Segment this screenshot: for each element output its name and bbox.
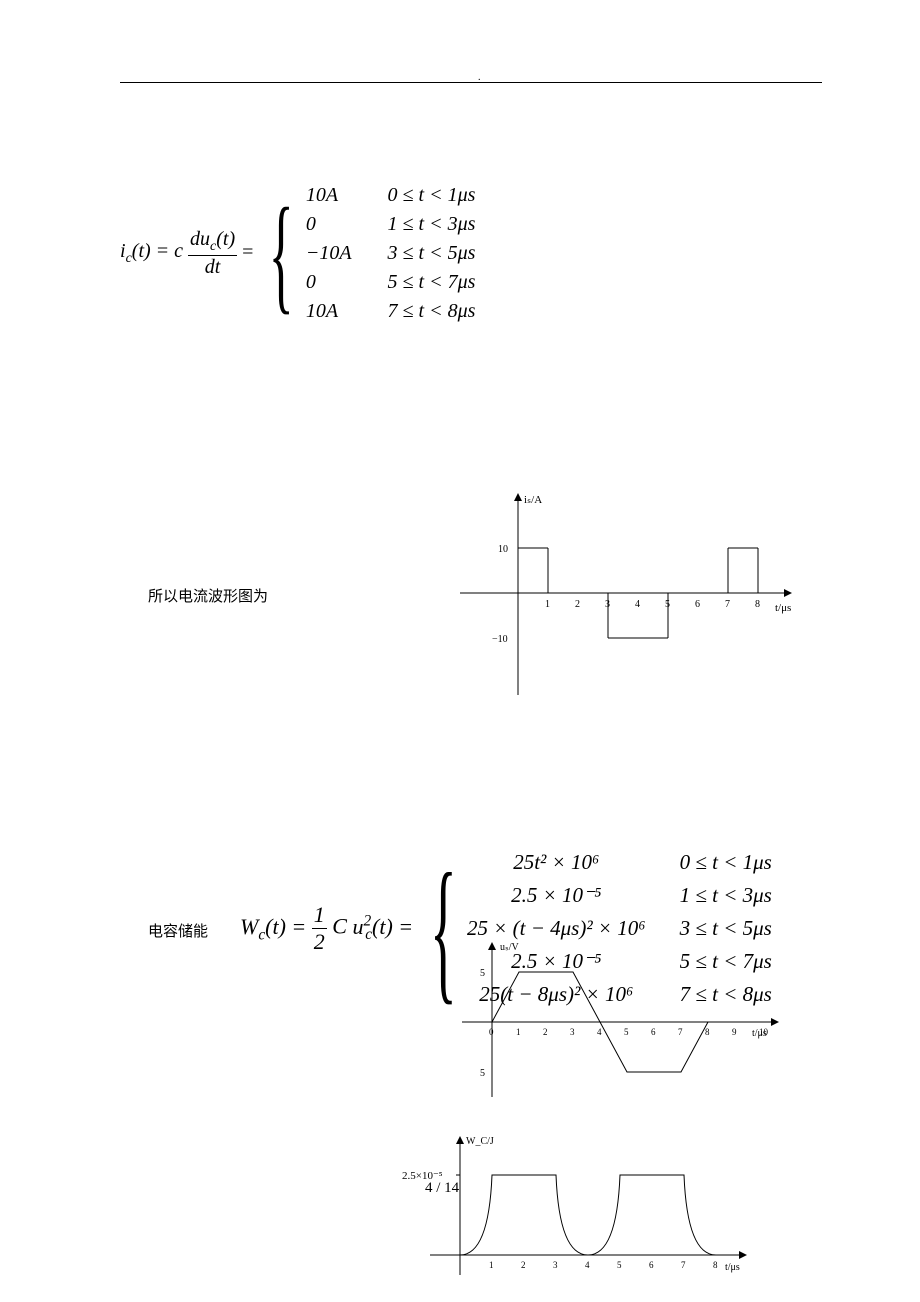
label-energy: 电容储能 — [148, 920, 208, 941]
svg-text:5: 5 — [480, 968, 485, 979]
eq2-u-arg: (t) = — [372, 914, 419, 939]
svg-text:t/μs: t/μs — [725, 1262, 740, 1273]
svg-text:6: 6 — [651, 1027, 656, 1037]
svg-text:10: 10 — [498, 544, 508, 555]
chart-voltage: uₛ/Vt/μs01234567891055 — [452, 932, 792, 1107]
page-number: 4 / 14 — [425, 1180, 459, 1197]
case-cell: 0 ≤ t < 1μs — [676, 847, 800, 878]
case-cell: 0 ≤ t < 1μs — [384, 182, 506, 209]
case-cell: 25t² × 10⁶ — [463, 847, 674, 878]
case-cell: 1 ≤ t < 3μs — [676, 880, 800, 911]
svg-text:4: 4 — [635, 599, 640, 610]
svg-text:4: 4 — [597, 1027, 602, 1037]
case-cell: 1 ≤ t < 3μs — [384, 211, 506, 238]
svg-text:8: 8 — [705, 1027, 710, 1037]
svg-text:1: 1 — [516, 1027, 521, 1037]
svg-text:t/μs: t/μs — [775, 602, 791, 614]
svg-text:4: 4 — [585, 1260, 590, 1270]
eq2-u-sub: c — [365, 926, 372, 943]
equation-current: ic(t) = c duc(t) dt = { 10A0 ≤ t < 1μs01… — [120, 180, 507, 327]
eq2-u: u — [352, 914, 363, 939]
case-cell: 3 ≤ t < 5μs — [384, 240, 506, 267]
chart-energy: W_C/Jt/μs2.5×10⁻⁵12345678 — [380, 1130, 760, 1285]
eq2-W: W — [240, 914, 258, 939]
svg-text:5: 5 — [624, 1027, 629, 1037]
eq1-cases: 10A0 ≤ t < 1μs01 ≤ t < 3μs−10A3 ≤ t < 5μ… — [300, 180, 508, 327]
svg-text:8: 8 — [713, 1260, 718, 1270]
svg-text:5: 5 — [617, 1260, 622, 1270]
svg-text:6: 6 — [695, 599, 700, 610]
svg-text:1: 1 — [545, 599, 550, 610]
svg-text:7: 7 — [681, 1260, 686, 1270]
eq2-half-den: 2 — [312, 929, 327, 955]
svg-text:5: 5 — [480, 1068, 485, 1079]
svg-text:10: 10 — [759, 1027, 769, 1037]
svg-text:uₛ/V: uₛ/V — [500, 942, 520, 953]
svg-text:2: 2 — [575, 599, 580, 610]
case-cell: −10A — [302, 240, 382, 267]
eq2-C: C — [332, 914, 352, 939]
svg-text:2: 2 — [521, 1260, 526, 1270]
case-cell: 10A — [302, 298, 382, 325]
svg-text:2: 2 — [543, 1027, 548, 1037]
case-cell: 7 ≤ t < 8μs — [384, 298, 506, 325]
eq2-half-num: 1 — [312, 902, 327, 929]
svg-text:7: 7 — [678, 1027, 683, 1037]
svg-text:W_C/J: W_C/J — [466, 1136, 494, 1147]
case-cell: 10A — [302, 182, 382, 209]
case-cell: 0 — [302, 269, 382, 296]
svg-text:iₛ/A: iₛ/A — [524, 494, 542, 506]
svg-text:1: 1 — [489, 1260, 494, 1270]
svg-text:7: 7 — [725, 599, 730, 610]
svg-text:0: 0 — [489, 1027, 494, 1037]
eq1-arg: (t) = c — [132, 240, 183, 262]
svg-text:3: 3 — [570, 1027, 575, 1037]
eq1-brace: { — [269, 189, 294, 319]
header-rule — [120, 82, 822, 83]
svg-text:8: 8 — [755, 599, 760, 610]
eq2-arg: (t) = — [265, 914, 312, 939]
eq1-num-d: d — [190, 228, 200, 250]
header-dot: . — [478, 72, 481, 83]
svg-text:9: 9 — [732, 1027, 737, 1037]
eq1-den: dt — [188, 256, 237, 279]
case-cell: 0 — [302, 211, 382, 238]
eq1-eq: = — [242, 241, 258, 263]
case-cell: 2.5 × 10⁻⁵ — [463, 880, 674, 911]
chart-current: iₛ/At/μs1234567810−10 — [440, 485, 810, 710]
svg-text:6: 6 — [649, 1260, 654, 1270]
eq1-num-u: u — [200, 228, 210, 250]
eq1-num-arg: (t) — [216, 228, 235, 250]
case-cell: 5 ≤ t < 7μs — [384, 269, 506, 296]
svg-text:3: 3 — [553, 1260, 558, 1270]
label-current-waveform: 所以电流波形图为 — [148, 585, 268, 606]
svg-text:−10: −10 — [492, 634, 508, 645]
